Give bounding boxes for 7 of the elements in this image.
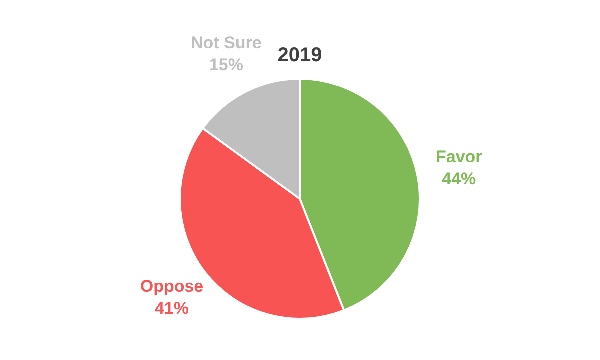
data-label: 15% xyxy=(209,55,244,74)
slice-label: Oppose xyxy=(140,276,204,296)
slice-label: Favor xyxy=(436,147,483,166)
data-label: 41% xyxy=(154,298,190,318)
data-label: 44% xyxy=(442,169,476,188)
chart-title: 2019 xyxy=(278,44,322,67)
slice-label: Not Sure xyxy=(191,33,262,52)
